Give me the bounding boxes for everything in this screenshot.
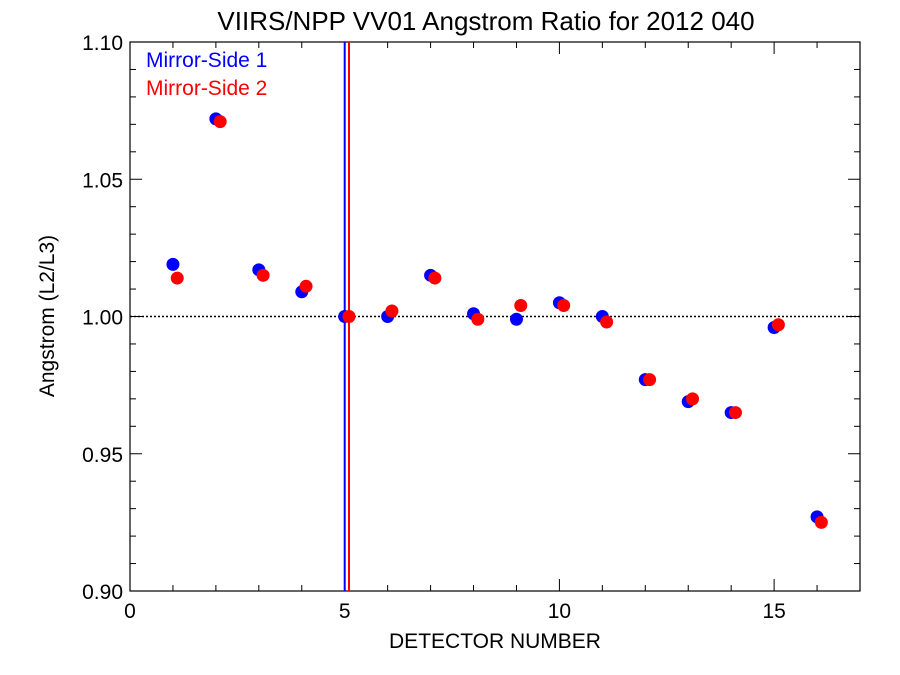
legend: Mirror-Side 1 Mirror-Side 2 [146,49,267,100]
y-tick-label: 1.10 [82,32,123,55]
tick-labels: 0 5 10 15 0.90 0.95 1.00 1.05 1.10 [82,32,786,623]
data-point-series-2 [557,299,571,313]
data-point-series-2 [299,279,313,293]
data-point-series-2 [342,310,356,323]
x-tick-label: 15 [762,600,785,623]
legend-item-mirror-side-2: Mirror-Side 2 [146,77,267,100]
y-tick-label: 1.05 [82,169,123,192]
data-point-series-2 [471,312,485,326]
x-tick-label: 0 [124,600,136,623]
data-point-series-2 [428,271,442,285]
data-point-series-1 [166,257,180,271]
data-point-series-2 [728,406,742,420]
data-point-series-1 [509,312,523,326]
y-tick-label: 0.95 [82,444,123,467]
data-point-series-2 [213,115,227,129]
data-point-series-2 [643,373,657,387]
x-tick-label: 10 [548,600,571,623]
data-point-series-2 [256,268,270,282]
x-tick-label: 5 [339,600,351,623]
chart-title: VIIRS/NPP VV01 Angstrom Ratio for 2012 0… [217,6,754,36]
data-point-series-2 [814,515,828,529]
data-points [166,112,828,529]
y-tick-label: 0.90 [82,581,123,604]
data-point-series-2 [686,392,700,406]
data-point-series-2 [771,318,785,332]
x-axis-label: DETECTOR NUMBER [389,630,601,653]
data-point-series-2 [170,271,184,285]
data-point-series-2 [600,315,614,329]
legend-item-mirror-side-1: Mirror-Side 1 [146,49,267,72]
data-point-series-2 [385,304,399,318]
y-axis-label: Angstrom (L2/L3) [36,235,59,397]
y-tick-label: 1.00 [82,307,123,330]
data-point-series-2 [514,299,528,313]
